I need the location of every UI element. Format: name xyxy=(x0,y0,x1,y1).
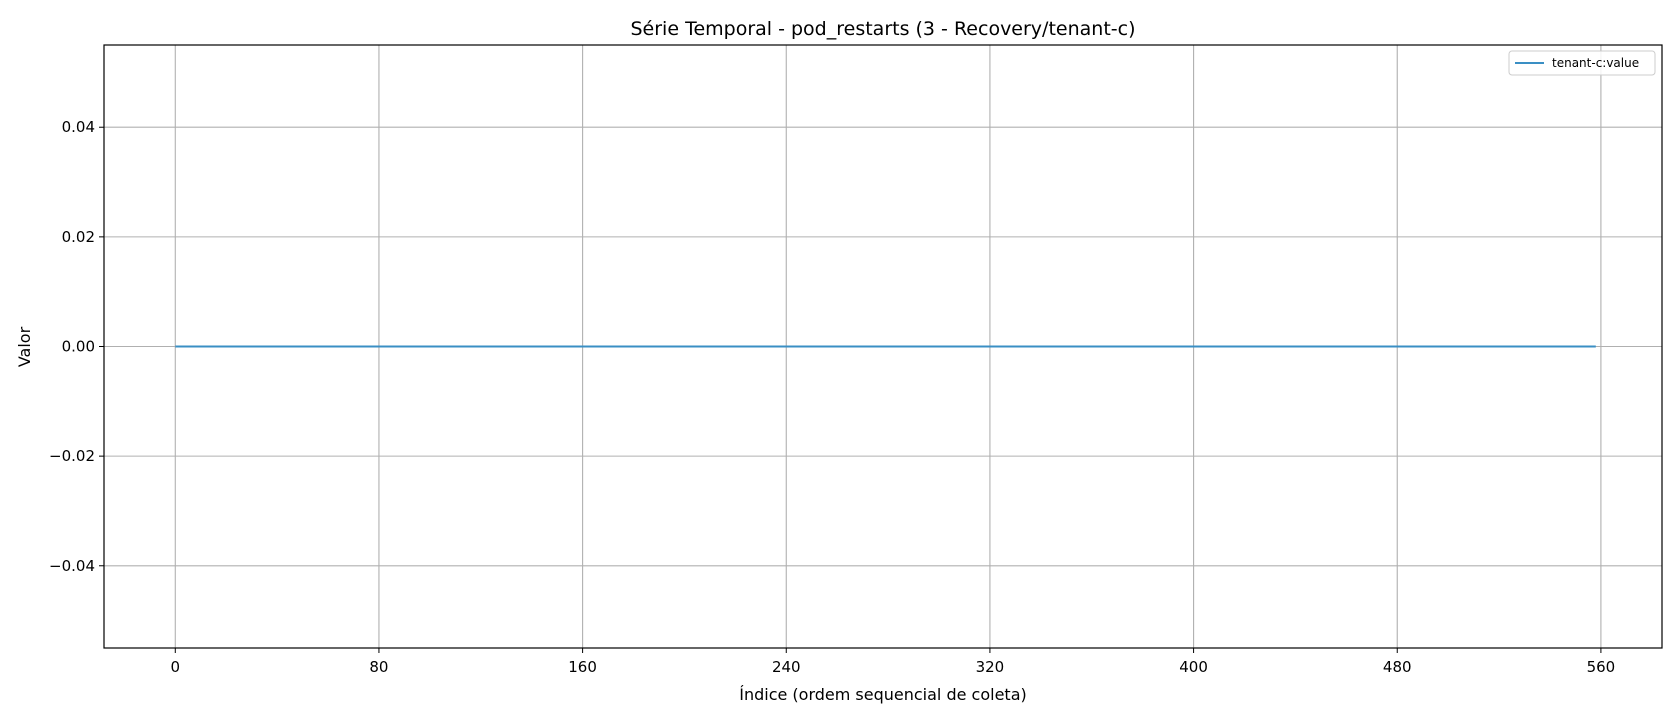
legend-box xyxy=(1508,50,1656,76)
x-tick-label: 480 xyxy=(1383,658,1412,676)
y-tick-label: −0.02 xyxy=(49,447,95,465)
x-tick-label: 560 xyxy=(1587,658,1616,676)
y-tick-label: 0.02 xyxy=(62,228,95,246)
x-tick-label: 240 xyxy=(772,658,801,676)
legend-label-tenant-c-value: tenant-c:value xyxy=(1552,56,1639,70)
y-tick-label: 0.04 xyxy=(62,118,95,136)
x-tick-label: 0 xyxy=(171,658,181,676)
x-axis-ticks: 0 80 160 240 320 400 480 560 xyxy=(171,648,1616,676)
x-tick-label: 160 xyxy=(568,658,597,676)
y-axis-title: Valor xyxy=(15,326,34,367)
y-tick-label: 0.00 xyxy=(62,338,95,356)
y-tick-label: −0.04 xyxy=(49,557,95,575)
x-tick-label: 400 xyxy=(1179,658,1208,676)
y-axis-ticks: −0.04 −0.02 0.00 0.02 0.04 xyxy=(49,118,104,575)
x-tick-label: 80 xyxy=(369,658,388,676)
x-tick-label: 320 xyxy=(976,658,1005,676)
x-axis-title: Índice (ordem sequencial de coleta) xyxy=(739,685,1027,704)
legend: tenant-c:value xyxy=(1508,50,1656,76)
chart-title: Série Temporal - pod_restarts (3 - Recov… xyxy=(631,18,1136,40)
